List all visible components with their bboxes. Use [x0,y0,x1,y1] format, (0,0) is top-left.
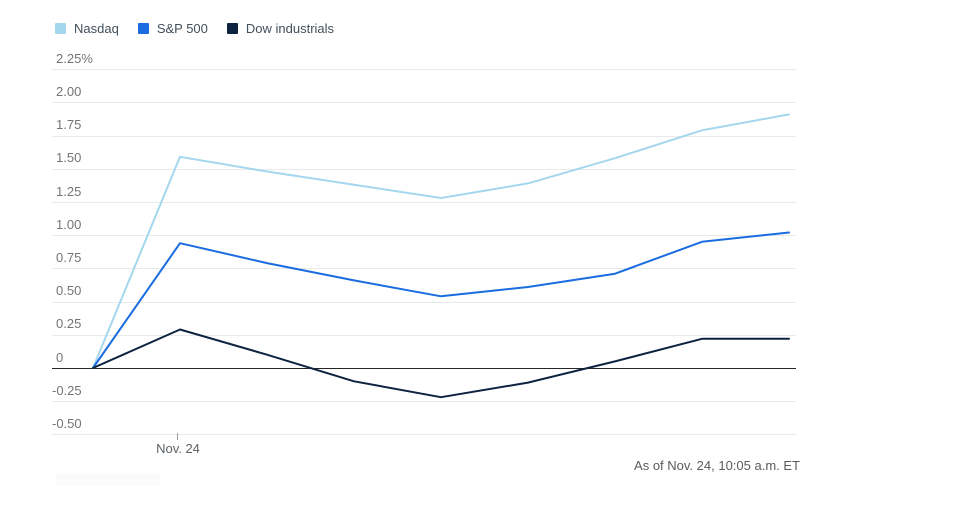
gridline [52,135,796,137]
gridline [52,69,796,71]
y-tick-label: 1.00 [56,216,82,232]
y-tick-label: 2.00 [56,83,82,99]
gridline [52,434,796,436]
y-tick-label: 0 [56,349,64,365]
source-watermark [56,473,160,486]
line-s-p-500 [92,231,790,369]
gridline [52,202,796,203]
gridline [52,301,796,303]
y-tick-label: 1.50 [56,150,82,166]
gridline [52,401,796,403]
legend-label: S&P 500 [156,21,208,36]
y-tick-label: -0.25 [52,382,82,398]
legend-swatch-icon [226,23,238,34]
x-tick-mark [177,433,178,440]
gridline [52,168,796,170]
gridline [52,334,796,336]
y-tick-label: 2.25% [56,50,93,66]
gridline [52,268,796,270]
legend-label: Nasdaq [74,21,119,36]
gridline [52,102,796,104]
legend-label: Dow industrials [245,21,335,36]
chart-legend: Nasdaq S&P 500 Dow industrials [55,22,334,35]
y-tick-label: 1.25 [56,183,82,199]
zero-axis-line [52,368,796,370]
y-tick-label: -0.50 [52,415,82,431]
gridline [52,235,796,237]
y-tick-label: 0.50 [56,283,82,299]
legend-item: Nasdaq [55,22,119,35]
legend-item: Dow industrials [226,21,335,36]
legend-swatch-icon [55,23,66,34]
line-nasdaq [92,113,790,369]
y-tick-label: 0.75 [56,249,82,265]
legend-swatch-icon [137,23,149,34]
line-dow-industrials [92,328,790,399]
x-tick-label: Nov. 24 [156,441,200,456]
legend-item: S&P 500 [137,21,208,36]
y-tick-label: 1.75 [56,117,82,133]
y-tick-label: 0.25 [56,316,82,332]
as-of-timestamp: As of Nov. 24, 10:05 a.m. ET [634,458,800,473]
